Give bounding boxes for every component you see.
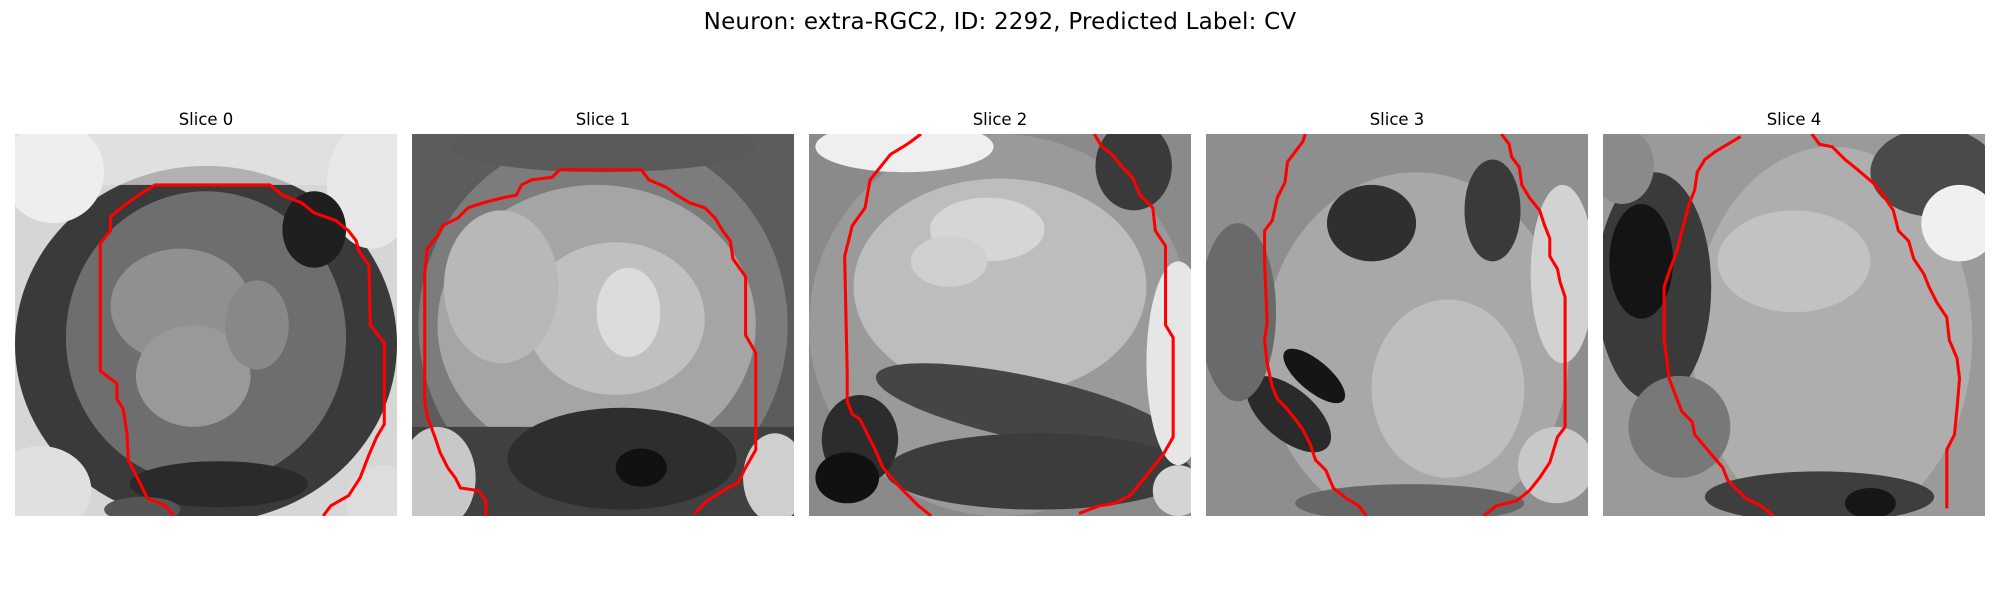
slice-title-3: Slice 3 — [1369, 110, 1425, 129]
slice-title-0: Slice 0 — [178, 110, 234, 129]
slice-image-4 — [1603, 134, 1985, 516]
slice-title-4: Slice 4 — [1766, 110, 1822, 129]
slice-image-2 — [809, 134, 1191, 516]
contour-line-3 — [1263, 134, 1368, 516]
contour-line-1 — [423, 168, 758, 516]
slice-panel-3: Slice 3 — [1206, 110, 1588, 516]
slice-image-0 — [15, 134, 397, 516]
slice-title-2: Slice 2 — [972, 110, 1028, 129]
slice-image-3 — [1206, 134, 1588, 516]
slice-panel-0: Slice 0 — [15, 110, 397, 516]
contour-line-0 — [98, 183, 386, 516]
slice-title-1: Slice 1 — [575, 110, 631, 129]
slice-panel-4: Slice 4 — [1603, 110, 1985, 516]
slice-panel-2: Slice 2 — [809, 110, 1191, 516]
contour-line-2 — [843, 134, 933, 516]
slice-panel-1: Slice 1 — [412, 110, 794, 516]
contour-line-4 — [1662, 135, 1775, 516]
figure-title: Neuron: extra-RGC2, ID: 2292, Predicted … — [703, 9, 1297, 35]
slice-image-1 — [412, 134, 794, 516]
